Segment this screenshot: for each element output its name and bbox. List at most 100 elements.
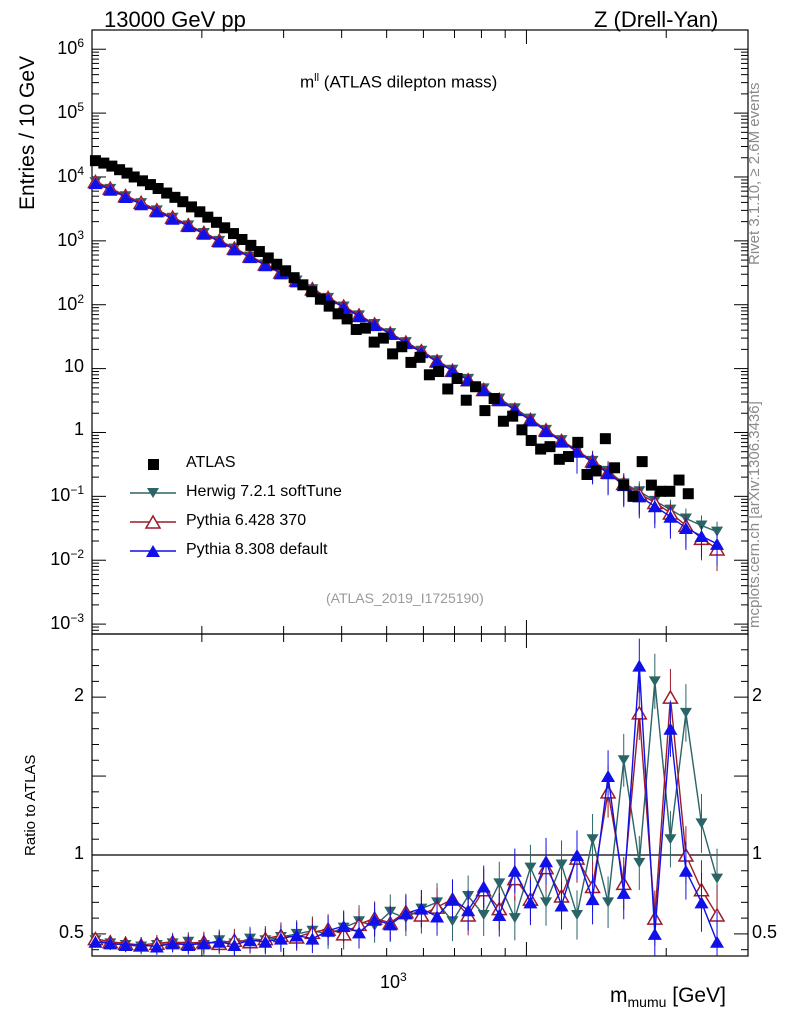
data-point-pythia8 bbox=[88, 177, 103, 190]
ratio-tick-label-left: 1 bbox=[73, 842, 84, 863]
ratio-point-pythia8 bbox=[258, 935, 273, 948]
y-tick-label: 1 bbox=[74, 419, 84, 440]
ratio-point-pythia8 bbox=[461, 904, 476, 917]
y-tick-base: 10 bbox=[57, 293, 78, 314]
data-point-atlas bbox=[106, 160, 118, 172]
ratio-point-pythia8 bbox=[663, 722, 678, 735]
data-point-pythia8 bbox=[134, 198, 149, 211]
ratio-point-pythia8 bbox=[289, 929, 304, 942]
ratio-point-herwig bbox=[695, 818, 708, 829]
ratio-point-pythia8 bbox=[196, 937, 211, 950]
ratio-point-pythia8 bbox=[430, 910, 445, 923]
ratio-point-pythia8 bbox=[585, 893, 600, 906]
ratio-point-pythia8 bbox=[103, 937, 118, 950]
ratio-point-herwig bbox=[571, 909, 584, 920]
legend-item-atlas: ATLAS bbox=[130, 452, 390, 476]
data-point-atlas bbox=[451, 372, 463, 384]
data-point-atlas bbox=[194, 206, 206, 218]
ratio-point-pythia8 bbox=[321, 924, 336, 937]
data-point-atlas bbox=[89, 155, 101, 167]
ratio-point-pythia8 bbox=[694, 896, 709, 909]
rivet-version-label: Rivet 3.1.10, ≥ 2.6M events bbox=[746, 82, 763, 266]
ratio-point-pythia8 bbox=[383, 918, 398, 931]
data-point-atlas bbox=[271, 258, 283, 270]
data-point-atlas bbox=[636, 456, 648, 468]
data-point-atlas bbox=[442, 383, 454, 395]
ratio-point-pythia8 bbox=[570, 848, 585, 861]
ratio-point-herwig bbox=[633, 857, 646, 868]
legend-item-pythia8: Pythia 8.308 default bbox=[130, 539, 390, 563]
data-point-atlas bbox=[253, 246, 265, 258]
data-point-pythia8 bbox=[212, 235, 227, 248]
data-point-herwig bbox=[695, 520, 708, 531]
ratio-point-herwig bbox=[540, 897, 553, 908]
data-point-pythia8 bbox=[243, 251, 258, 264]
ratio-tick-label-right: 2 bbox=[752, 685, 763, 706]
x-axis-label-sub: mumu bbox=[627, 994, 667, 1011]
ratio-point-herwig bbox=[524, 862, 537, 873]
y-axis-label-top: Entries / 10 GeV bbox=[16, 55, 39, 210]
data-point-atlas bbox=[186, 201, 198, 213]
ratio-tick-label-left: 0.5 bbox=[58, 921, 84, 942]
data-point-atlas bbox=[280, 265, 292, 277]
mcplots-label: mcplots.cern.ch [arXiv:1306.3436] bbox=[746, 401, 763, 628]
data-point-atlas bbox=[161, 187, 173, 199]
ratio-point-pythia8 bbox=[352, 926, 367, 939]
x-axis-label: mmumu [GeV] bbox=[610, 984, 726, 1010]
ratio-point-herwig bbox=[711, 873, 724, 884]
ratio-point-pythia8 bbox=[414, 902, 429, 915]
data-point-pythia8 bbox=[554, 435, 569, 448]
y-tick-exp: 4 bbox=[77, 163, 84, 178]
data-point-atlas bbox=[114, 164, 126, 176]
x-tick-label-1000: 103 bbox=[380, 970, 407, 993]
y-tick-exp: −3 bbox=[70, 611, 84, 626]
data-point-atlas bbox=[98, 157, 110, 169]
ratio-point-pythia8 bbox=[445, 893, 460, 906]
ratio-point-herwig bbox=[664, 834, 677, 845]
data-point-pythia8 bbox=[367, 319, 382, 332]
data-point-atlas bbox=[544, 441, 556, 453]
data-point-atlas bbox=[516, 424, 528, 436]
data-point-pythia8 bbox=[585, 456, 600, 469]
y-tick-label: 104 bbox=[57, 164, 84, 187]
ratio-point-pythia8 bbox=[476, 880, 491, 893]
data-point-atlas bbox=[673, 474, 685, 486]
ratio-point-pythia8 bbox=[243, 934, 258, 947]
ratio-point-pythia8 bbox=[367, 913, 382, 926]
ratio-point-herwig bbox=[586, 834, 599, 845]
data-point-pythia8 bbox=[523, 414, 538, 427]
legend-item-pythia6: Pythia 6.428 370 bbox=[130, 510, 390, 534]
data-point-atlas bbox=[377, 332, 389, 344]
legend-label-pythia8: Pythia 8.308 default bbox=[186, 541, 328, 558]
ratio-point-pythia8 bbox=[149, 940, 164, 953]
y-tick-base: 10 bbox=[50, 549, 71, 570]
data-point-atlas bbox=[169, 191, 181, 203]
data-point-atlas bbox=[423, 369, 435, 381]
ratio-point-pythia8 bbox=[165, 937, 180, 950]
ratio-point-pythia8 bbox=[398, 907, 413, 920]
data-point-atlas bbox=[341, 313, 353, 325]
data-point-atlas bbox=[219, 222, 231, 234]
legend-label-atlas: ATLAS bbox=[186, 454, 236, 471]
ratio-point-herwig bbox=[477, 909, 490, 920]
data-point-atlas bbox=[236, 234, 248, 246]
data-point-atlas bbox=[470, 381, 482, 393]
data-point-atlas bbox=[121, 167, 133, 179]
ratio-point-pythia8 bbox=[507, 864, 522, 877]
y-tick-label: 10−1 bbox=[50, 483, 84, 506]
ratio-point-herwig bbox=[493, 878, 506, 889]
ratio-point-pythia8 bbox=[336, 920, 351, 933]
data-point-pythia8 bbox=[196, 227, 211, 240]
data-point-atlas bbox=[288, 272, 300, 284]
data-point-atlas bbox=[350, 323, 362, 335]
x-axis-label-unit: [GeV] bbox=[666, 984, 726, 1007]
energy-label: 13000 GeV pp bbox=[104, 7, 246, 32]
ratio-point-herwig bbox=[555, 859, 568, 870]
ratio-point-herwig bbox=[508, 913, 521, 924]
y-tick-exp: −1 bbox=[70, 483, 84, 498]
data-point-atlas bbox=[368, 336, 380, 348]
legend-marker-square bbox=[148, 459, 159, 470]
legend-marker-triangle-down bbox=[130, 488, 176, 498]
